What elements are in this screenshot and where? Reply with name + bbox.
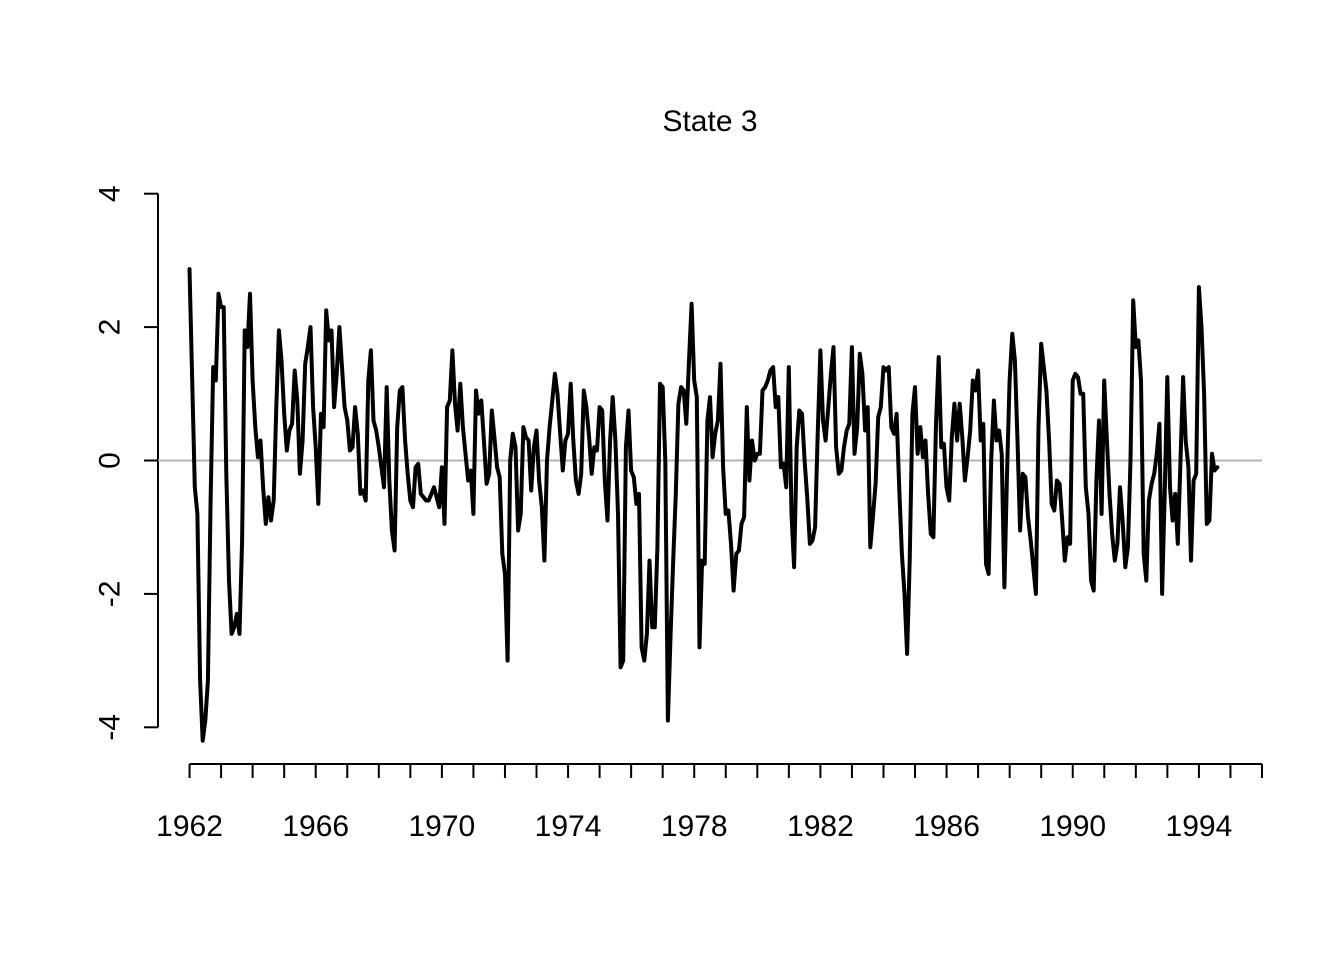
- x-tick-label: 1970: [409, 810, 476, 843]
- x-tick-label: 1966: [282, 810, 349, 843]
- x-tick-label: 1990: [1039, 810, 1106, 843]
- x-axis: 1962 1966 1970 1974 1978 1982 1986 1990 1994: [156, 763, 1263, 843]
- chart-title: State 3: [662, 105, 757, 138]
- y-tick-label: 0: [94, 452, 127, 469]
- x-tick-label: 1994: [1166, 810, 1233, 843]
- series-line: [187, 267, 1220, 743]
- series-layer: [187, 267, 1220, 743]
- x-tick-label: 1978: [661, 810, 728, 843]
- x-tick-label: 1962: [156, 810, 223, 843]
- y-tick-label: -2: [94, 581, 127, 608]
- y-tick-label: -4: [94, 714, 127, 741]
- y-tick-label: 2: [94, 319, 127, 336]
- y-tick-label: 4: [94, 185, 127, 202]
- y-axis: -4 -2 0 2 4: [94, 185, 159, 741]
- x-tick-label: 1986: [913, 810, 980, 843]
- x-tick-label: 1974: [535, 810, 602, 843]
- x-tick-label: 1982: [787, 810, 854, 843]
